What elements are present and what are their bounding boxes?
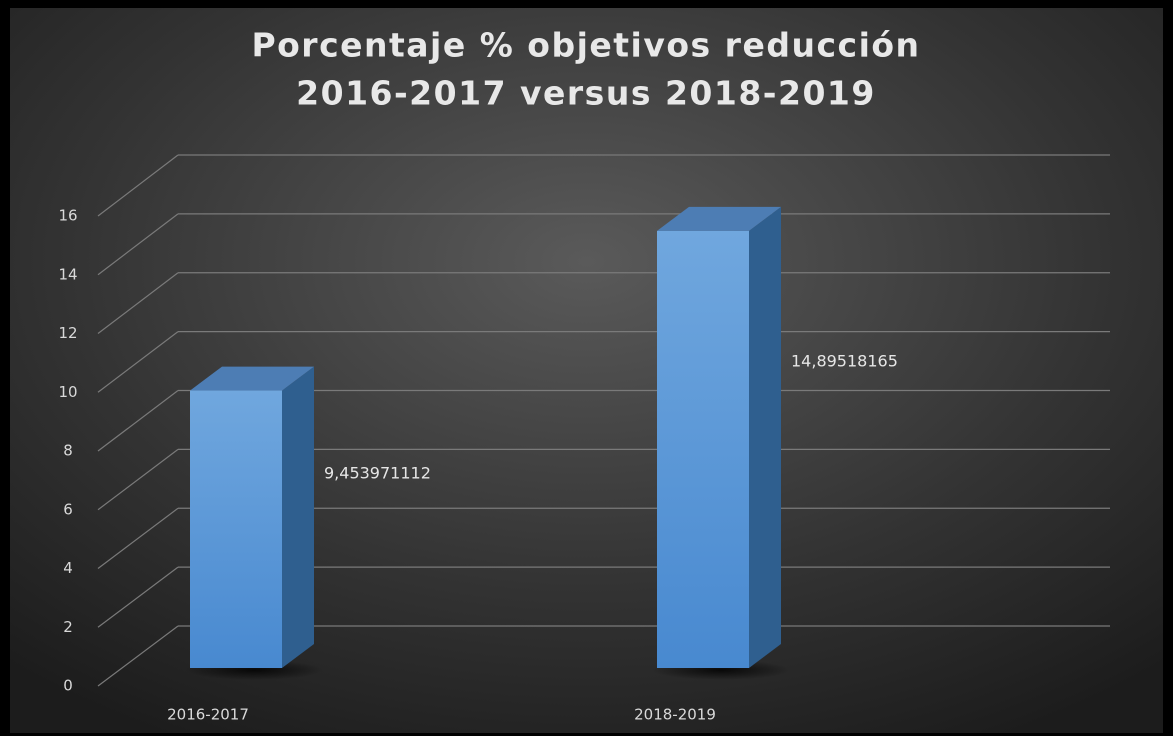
bar bbox=[190, 390, 282, 668]
grid-line bbox=[97, 448, 179, 511]
y-tick-label: 16 bbox=[58, 207, 77, 225]
x-tick-label: 2016-2017 bbox=[167, 706, 249, 724]
y-tick-label: 14 bbox=[58, 265, 77, 283]
grid-line bbox=[97, 566, 179, 628]
chart-title: 2016-2017 versus 2018-2019 bbox=[296, 74, 876, 113]
bar bbox=[657, 230, 749, 668]
y-tick-label: 10 bbox=[58, 383, 77, 401]
bar-top bbox=[190, 366, 314, 391]
grid-line bbox=[97, 625, 179, 687]
grid-line bbox=[97, 331, 179, 393]
y-tick-label: 4 bbox=[63, 559, 73, 577]
x-tick-label: 2018-2019 bbox=[634, 706, 716, 724]
y-tick-label: 12 bbox=[58, 324, 77, 342]
grid-line bbox=[97, 154, 179, 217]
y-tick-label: 0 bbox=[63, 677, 73, 695]
y-tick-label: 6 bbox=[63, 500, 73, 518]
data-label: 14,89518165 bbox=[791, 352, 898, 371]
bar-top bbox=[657, 206, 781, 231]
y-tick-label: 2 bbox=[63, 618, 73, 636]
grid-line bbox=[97, 213, 179, 276]
grid-line bbox=[97, 272, 179, 334]
chart-background bbox=[10, 8, 1163, 733]
bar-side bbox=[749, 206, 781, 668]
grid-line bbox=[97, 390, 179, 452]
bar-side bbox=[282, 366, 314, 668]
chart-title: Porcentaje % objetivos reducción bbox=[251, 26, 920, 65]
grid-line bbox=[97, 507, 179, 569]
data-label: 9,453971112 bbox=[324, 463, 431, 482]
y-tick-label: 8 bbox=[63, 442, 73, 460]
